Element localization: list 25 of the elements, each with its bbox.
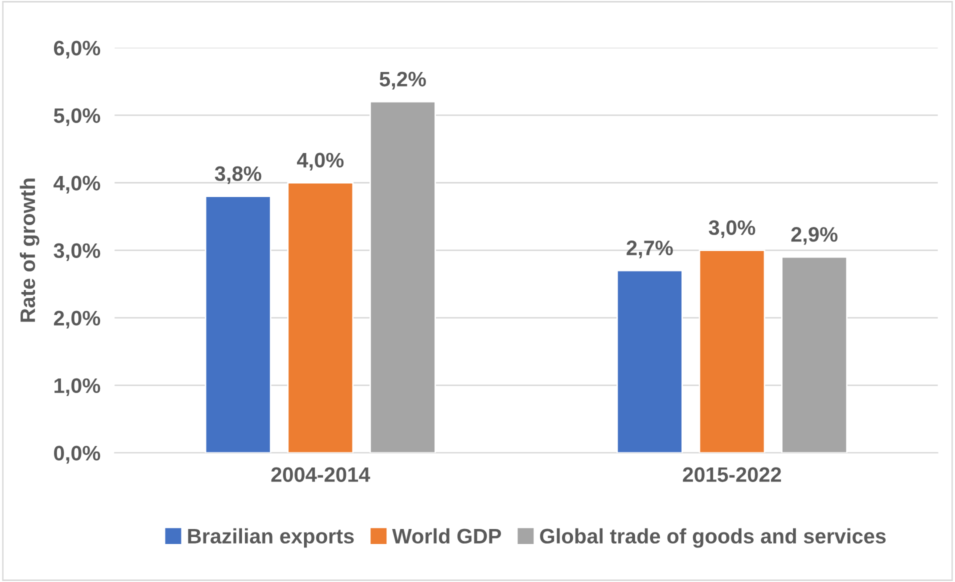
y-axis-title: Rate of growth bbox=[20, 178, 40, 322]
y-tick-label: 0,0% bbox=[54, 446, 100, 464]
bar bbox=[287, 182, 354, 453]
data-label: 3,0% bbox=[708, 220, 756, 238]
data-label: 2,9% bbox=[791, 227, 838, 245]
x-tick-label: 2004-2014 bbox=[271, 467, 370, 482]
data-label: 3,8% bbox=[214, 166, 262, 184]
x-tick-label: 2015-2022 bbox=[682, 467, 781, 482]
data-label: 4,0% bbox=[296, 152, 344, 171]
y-tick-label: 6,0% bbox=[54, 40, 100, 58]
legend-label: World GDP bbox=[392, 528, 501, 544]
bar bbox=[370, 101, 436, 453]
legend-label: Global trade of goods and services bbox=[540, 528, 886, 548]
y-tick-label: 2,0% bbox=[54, 310, 100, 329]
legend-label: Brazilian exports bbox=[188, 528, 354, 548]
y-tick-label: 4,0% bbox=[54, 176, 100, 194]
data-label: 5,2% bbox=[380, 72, 426, 90]
bar bbox=[616, 270, 683, 453]
bar bbox=[781, 256, 848, 453]
bar bbox=[204, 196, 272, 453]
y-tick-label: 5,0% bbox=[54, 108, 100, 126]
data-label: 2,7% bbox=[626, 240, 673, 258]
y-tick-label: 3,0% bbox=[54, 243, 100, 262]
bar bbox=[698, 250, 766, 453]
y-tick-label: 1,0% bbox=[54, 378, 100, 396]
